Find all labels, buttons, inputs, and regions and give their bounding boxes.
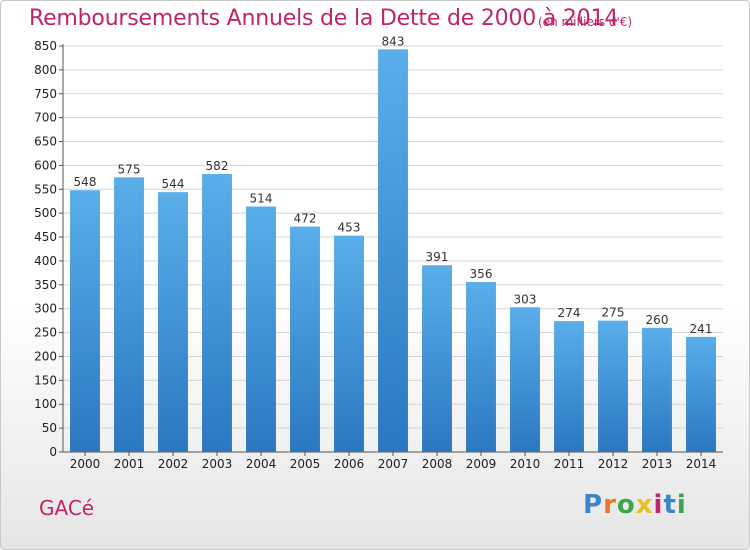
- bars: 548 575 544 582 514 472 453 843 391 356 303 274 275 2…: [70, 34, 716, 453]
- y-tick-label: 600: [34, 158, 57, 172]
- y-tick-label: 150: [34, 373, 57, 387]
- value-label-2000: 548: [74, 175, 97, 189]
- axes: 0 50 100 150 200 250 300 350 400 450 500 550 600 650 7…: [34, 39, 723, 471]
- value-label-2013: 260: [646, 313, 669, 327]
- x-tick-label-2007: 2007: [378, 457, 409, 471]
- x-tick-label-2014: 2014: [686, 457, 717, 471]
- logo-letter: o: [616, 490, 636, 520]
- value-label-2001: 575: [118, 162, 141, 176]
- x-tick-label-2011: 2011: [554, 457, 585, 471]
- y-tick-label: 350: [34, 278, 57, 292]
- bar-2001: [114, 177, 144, 452]
- value-label-2011: 274: [558, 306, 581, 320]
- y-tick-label: 400: [34, 254, 57, 268]
- y-tick-label: 650: [34, 135, 57, 149]
- x-tick-label-2006: 2006: [334, 457, 365, 471]
- y-tick-label: 50: [42, 421, 57, 435]
- bar-2009: [466, 281, 496, 452]
- y-tick-label: 0: [49, 445, 57, 459]
- x-tick-label-2005: 2005: [290, 457, 321, 471]
- proxiti-logo: Proxiti: [583, 490, 687, 520]
- value-label-2003: 582: [206, 159, 229, 173]
- bar-2013: [642, 327, 672, 452]
- x-tick-label-2003: 2003: [202, 457, 233, 471]
- bar-2007: [378, 49, 408, 452]
- value-label-2008: 391: [426, 250, 449, 264]
- value-label-2002: 544: [162, 177, 185, 191]
- value-label-2005: 472: [294, 212, 317, 226]
- x-tick-label-2001: 2001: [114, 457, 145, 471]
- value-label-2007: 843: [382, 34, 405, 48]
- y-tick-label: 750: [34, 87, 57, 101]
- x-tick-label-2004: 2004: [246, 457, 277, 471]
- y-tick-label: 500: [34, 206, 57, 220]
- logo-letter: x: [635, 490, 654, 520]
- bar-2014: [686, 336, 716, 452]
- x-tick-label-2000: 2000: [70, 457, 101, 471]
- bar-2008: [422, 265, 452, 452]
- value-label-2006: 453: [338, 221, 361, 235]
- y-tick-label: 200: [34, 349, 57, 363]
- bar-2012: [598, 320, 628, 452]
- x-tick-label-2009: 2009: [466, 457, 497, 471]
- bar-2002: [158, 192, 188, 452]
- x-tick-label-2013: 2013: [642, 457, 673, 471]
- y-tick-label: 250: [34, 326, 57, 340]
- y-tick-label: 550: [34, 182, 57, 196]
- bar-2005: [290, 226, 320, 452]
- commune-name: GACé: [39, 496, 95, 520]
- value-label-2004: 514: [250, 191, 273, 205]
- value-label-2014: 241: [690, 322, 713, 336]
- x-tick-label-2012: 2012: [598, 457, 629, 471]
- value-label-2010: 303: [514, 292, 537, 306]
- value-label-2012: 275: [602, 306, 625, 320]
- bar-2000: [70, 190, 100, 453]
- logo-letter: P: [583, 490, 604, 520]
- y-tick-label: 850: [34, 39, 57, 53]
- value-label-2009: 356: [470, 267, 493, 281]
- bar-2006: [334, 235, 364, 452]
- x-tick-label-2008: 2008: [422, 457, 453, 471]
- chart-subtitle: (en milliers d'€): [538, 15, 633, 29]
- logo-letter: t: [663, 490, 677, 520]
- y-tick-label: 800: [34, 63, 57, 77]
- y-tick-label: 450: [34, 230, 57, 244]
- bar-2011: [554, 321, 584, 452]
- x-tick-label-2002: 2002: [158, 457, 189, 471]
- bar-2010: [510, 307, 540, 452]
- logo-letter: r: [603, 490, 617, 520]
- x-tick-label-2010: 2010: [510, 457, 541, 471]
- y-tick-label: 100: [34, 397, 57, 411]
- y-tick-label: 700: [34, 111, 57, 125]
- y-tick-label: 300: [34, 302, 57, 316]
- logo-letter: i: [653, 490, 664, 520]
- logo-letter: i: [676, 490, 687, 520]
- chart-title: Remboursements Annuels de la Dette de 20…: [29, 6, 619, 31]
- bar-2004: [246, 206, 276, 452]
- bar-2003: [202, 174, 232, 453]
